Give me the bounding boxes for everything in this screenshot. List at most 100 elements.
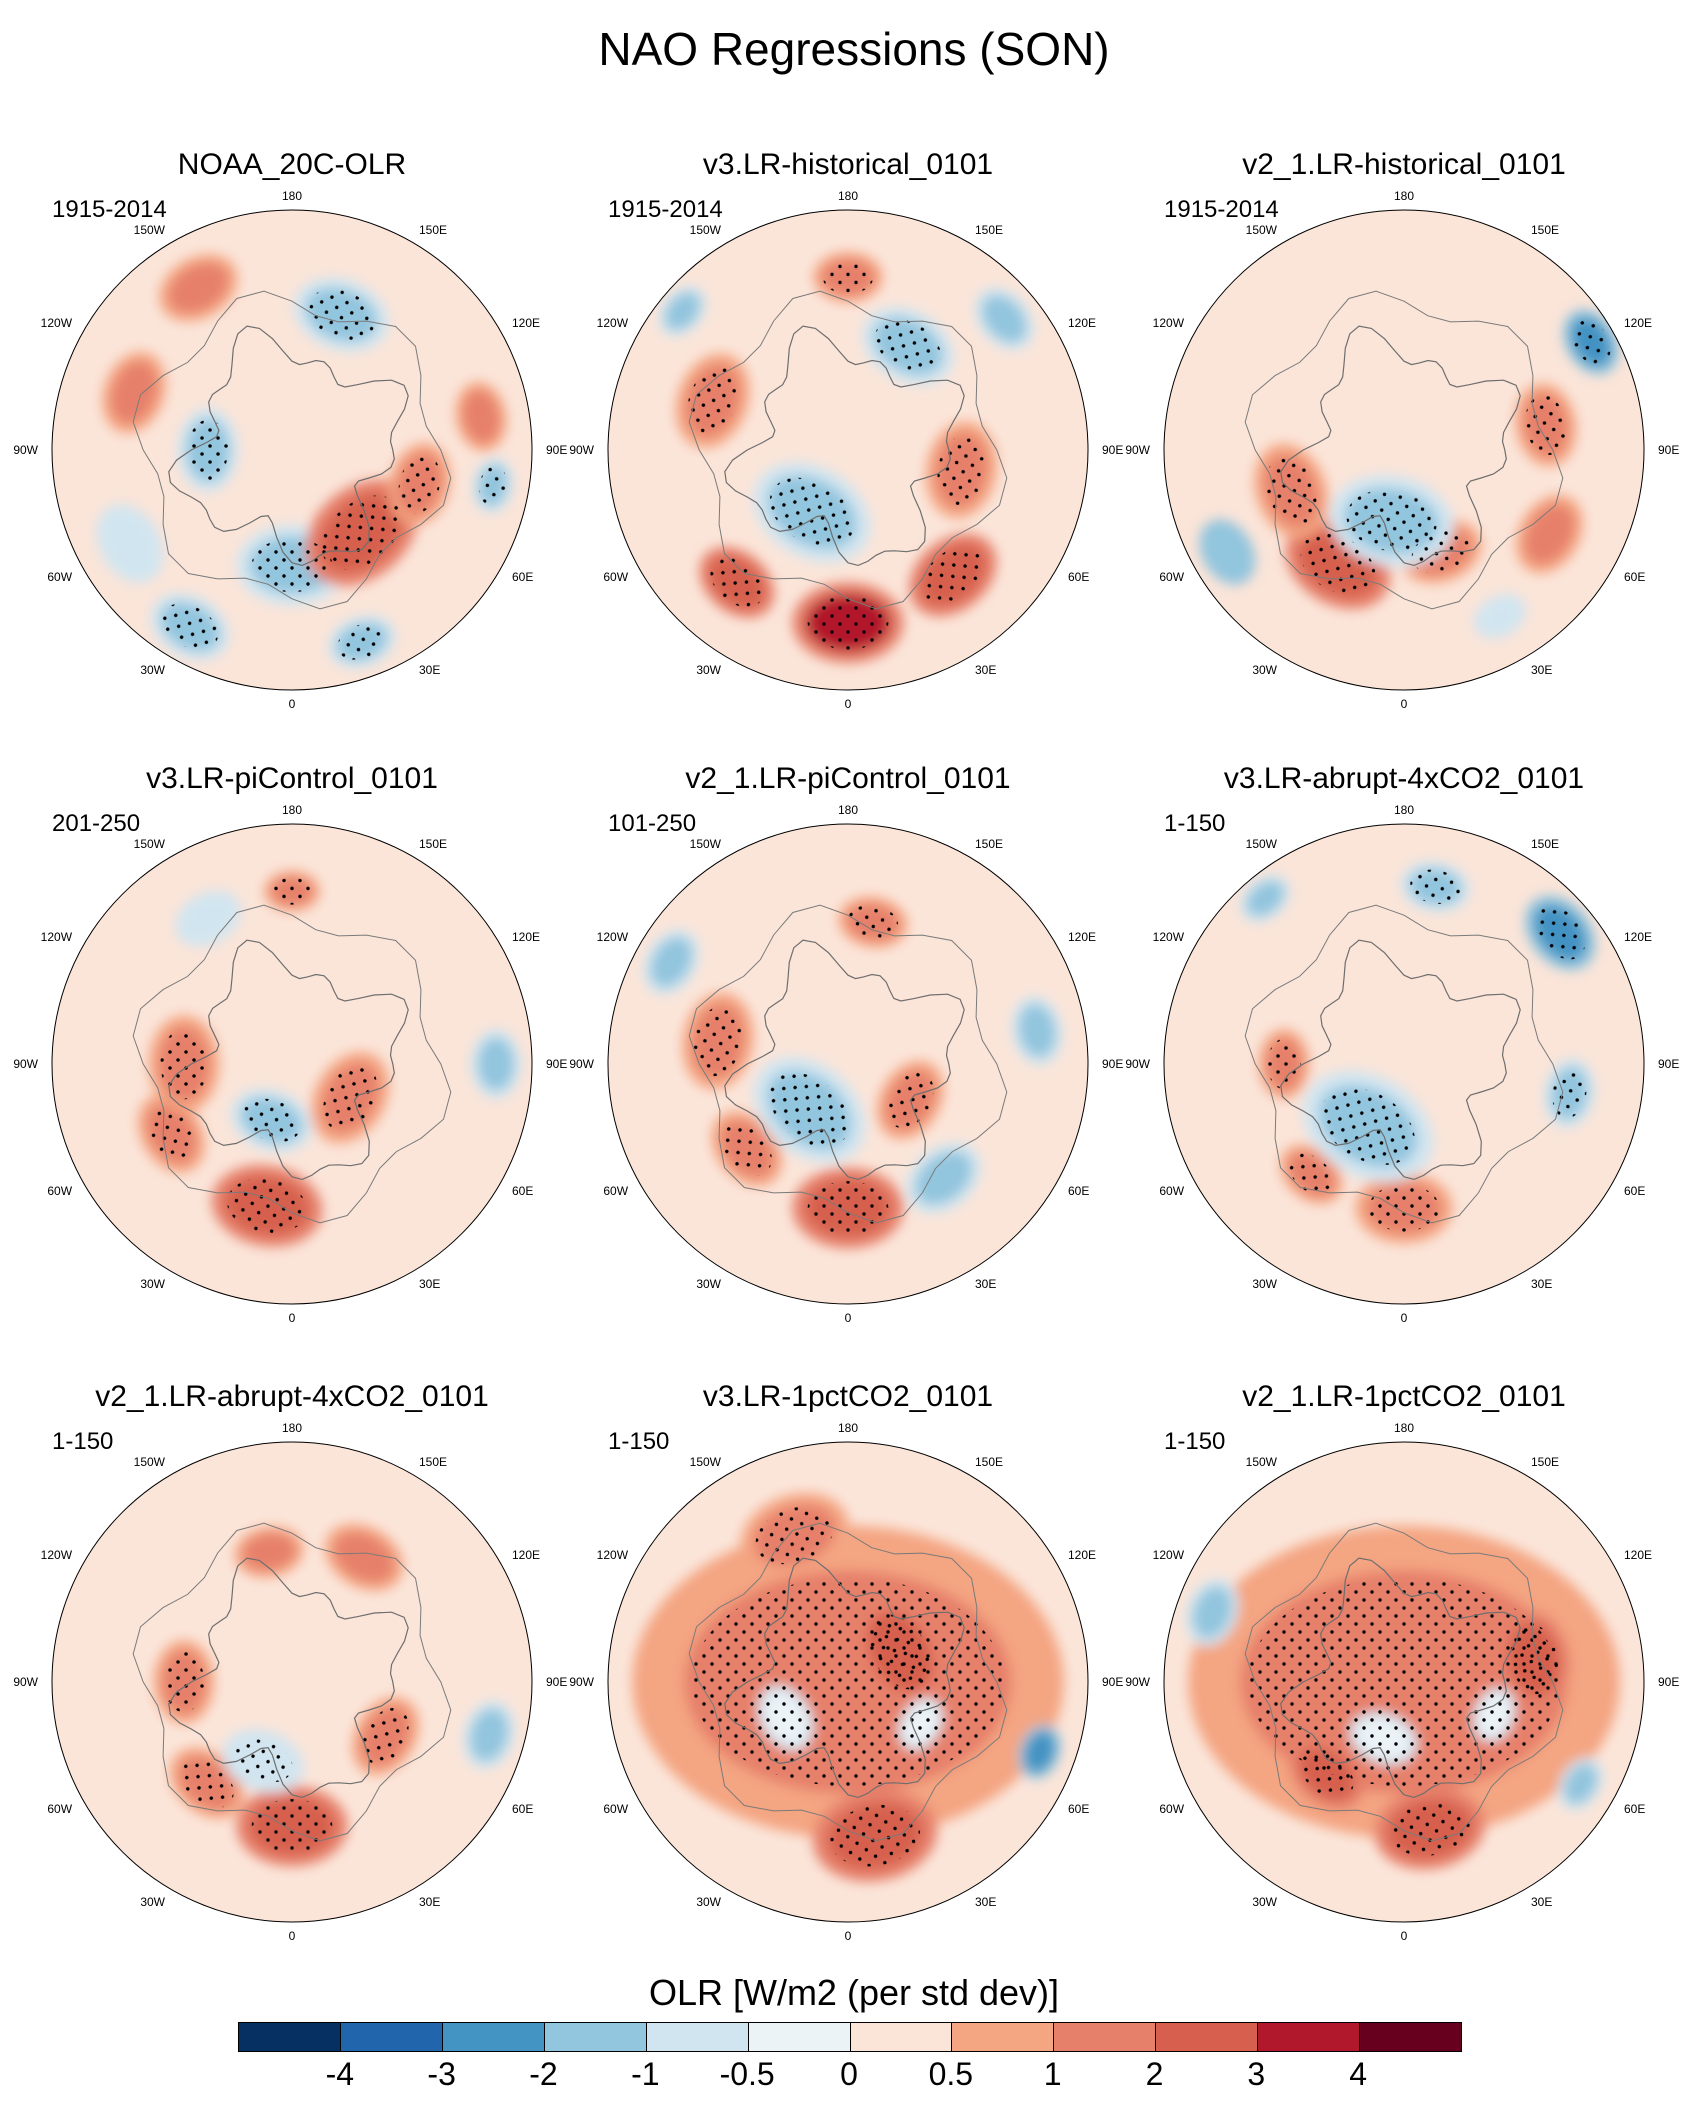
anomaly-core: [105, 514, 155, 574]
map-panel-4: v3.LR-piControl_0101 201-250 180 150E 120E 90…: [13, 762, 588, 1325]
longitude-label: 0: [289, 1929, 296, 1943]
longitude-label: 150W: [1246, 837, 1278, 851]
longitude-label: 120E: [1624, 1548, 1652, 1562]
map-field: [1164, 1442, 1644, 1922]
longitude-label: 60W: [603, 570, 628, 584]
longitude-label: 60E: [1068, 1802, 1089, 1816]
longitude-label: 90W: [569, 443, 594, 457]
polar-map: 180 150E 120E 90E 60E 30E 0 30W 60W 90W 120W 150W: [13, 189, 567, 711]
colorbar-swatch: [850, 2023, 953, 2051]
colorbar-tick-label: -3: [427, 2056, 456, 2092]
colorbar-swatch: [1258, 2023, 1361, 2051]
longitude-label: 60E: [512, 1802, 533, 1816]
map-panel-7: v2_1.LR-abrupt-4xCO2_0101 1-150 180 150E 120…: [13, 1380, 588, 1943]
significance-stipple: [307, 289, 376, 340]
significance-stipple: [180, 1758, 234, 1808]
anomaly-core: [1018, 1004, 1056, 1057]
longitude-label: 120W: [41, 316, 73, 330]
significance-stipple: [691, 1577, 1005, 1787]
map-field: [52, 210, 532, 690]
longitude-label: 60W: [1159, 1802, 1184, 1816]
significance-stipple: [1300, 533, 1376, 596]
longitude-label: 0: [1401, 697, 1408, 711]
colorbar-swatch: [748, 2023, 851, 2051]
coastline: [168, 1557, 409, 1799]
longitude-label: 30W: [1252, 1895, 1277, 1909]
longitude-label: 90W: [1125, 1675, 1150, 1689]
significance-stipple: [148, 1105, 195, 1162]
coastline: [1244, 290, 1564, 610]
coastline: [1280, 325, 1521, 567]
significance-stipple: [1535, 906, 1586, 960]
longitude-label: 60E: [512, 570, 533, 584]
longitude-label: 150E: [419, 223, 447, 237]
anomaly-core: [462, 390, 500, 443]
anomaly-core: [915, 1151, 972, 1205]
longitude-label: 150E: [419, 1455, 447, 1469]
coastline: [724, 1557, 965, 1799]
longitude-label: 120E: [512, 1548, 540, 1562]
background-field: [52, 824, 532, 1304]
significance-stipple: [323, 1064, 378, 1131]
longitude-label: 60E: [1624, 1802, 1645, 1816]
polar-map: 180 150E 120E 90E 60E 30E 0 30W 60W 90W 120W 150W: [1125, 803, 1679, 1325]
map-panel-6: v3.LR-abrupt-4xCO2_0101 1-150 180 150E 120E 9…: [1125, 762, 1700, 1325]
longitude-label: 120E: [1624, 316, 1652, 330]
panel-title: v3.LR-1pctCO2_0101: [702, 1380, 994, 1413]
longitude-label: 180: [838, 189, 858, 203]
anomaly-core: [111, 361, 158, 424]
colorbar-tick-label: 3: [1247, 2056, 1266, 2092]
significance-stipple: [1289, 1153, 1334, 1195]
longitude-label: 90E: [1658, 1675, 1679, 1689]
longitude-label: 90E: [1102, 1057, 1123, 1071]
significance-stipple: [1346, 490, 1437, 552]
longitude-label: 90E: [1658, 1057, 1679, 1071]
longitude-label: 120W: [597, 316, 629, 330]
longitude-label: 120W: [1153, 930, 1185, 944]
map-field: [1164, 824, 1644, 1304]
significance-stipple: [921, 546, 984, 604]
longitude-label: 120W: [1153, 316, 1185, 330]
longitude-label: 120E: [512, 316, 540, 330]
map-field: [52, 824, 532, 1304]
map-panel-9: v2_1.LR-1pctCO2_0101 1-150 180 150E 120E 90E 6…: [1125, 1380, 1700, 1943]
anomaly-core: [334, 1532, 394, 1582]
panel-title: NOAA_20C-OLR: [177, 148, 407, 181]
background-field: [1164, 824, 1644, 1304]
anomaly-core: [982, 295, 1027, 343]
colorbar-swatch: [1156, 2023, 1259, 2051]
longitude-label: 60W: [1159, 1184, 1184, 1198]
colorbar-swatch: [952, 2023, 1055, 2051]
anomaly-core: [478, 1037, 514, 1091]
map-panel-5: v2_1.LR-piControl_0101 101-250 180 150E 120E…: [569, 762, 1144, 1325]
longitude-label: 90W: [1125, 443, 1150, 457]
longitude-label: 30W: [696, 663, 721, 677]
coastline: [168, 325, 409, 567]
anomaly-core: [183, 898, 233, 939]
map-field: [608, 1442, 1088, 1922]
coastline: [724, 939, 965, 1181]
panel-period: 1915-2014: [1164, 196, 1279, 223]
panel-title: v2_1.LR-historical_0101: [1242, 148, 1566, 181]
panel-period: 1915-2014: [608, 196, 723, 223]
longitude-label: 120E: [1068, 1548, 1096, 1562]
coastline: [132, 290, 452, 610]
map-panel-8: v3.LR-1pctCO2_0101 1-150 180 150E 120E 90E 60E…: [569, 1380, 1144, 1943]
anomaly-core: [470, 1708, 508, 1761]
significance-stipple: [1321, 1087, 1415, 1165]
map-panel-3: v2_1.LR-historical_0101 1915-2014 180 150E 1…: [1125, 148, 1700, 711]
panel-title: v3.LR-piControl_0101: [146, 762, 438, 795]
significance-stipple: [822, 260, 874, 294]
significance-stipple: [163, 1651, 205, 1713]
significance-stipple: [251, 538, 333, 593]
longitude-label: 120W: [1153, 1548, 1185, 1562]
panel-period: 201-250: [52, 810, 141, 837]
longitude-label: 90E: [1102, 443, 1123, 457]
panel-title: v2_1.LR-piControl_0101: [685, 762, 1011, 795]
polar-map: 180 150E 120E 90E 60E 30E 0 30W 60W 90W 120W 150W: [569, 189, 1123, 711]
coastline: [1280, 939, 1521, 1181]
longitude-label: 30E: [975, 1895, 996, 1909]
anomaly-core: [1524, 504, 1575, 564]
significance-stipple: [1368, 1184, 1440, 1232]
significance-stipple: [875, 319, 941, 374]
